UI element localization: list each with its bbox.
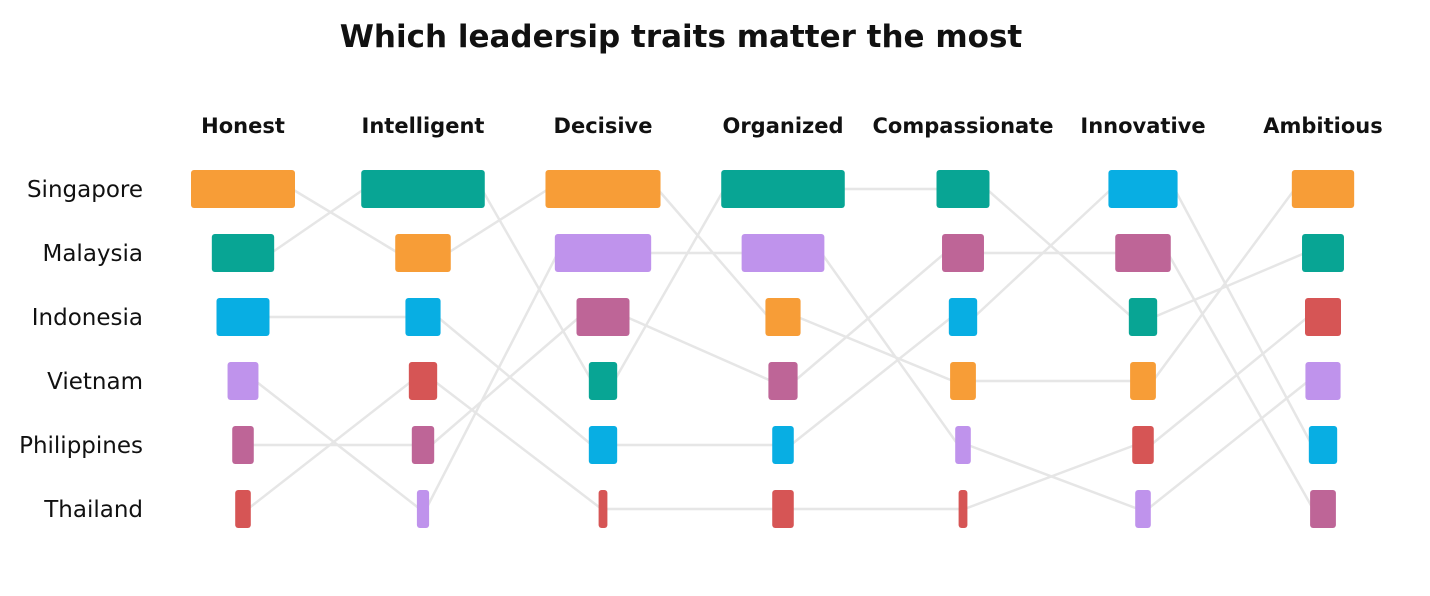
link-malaysia-innovative-to-ambitious [1151,188,1296,382]
bar-compassionate-indonesia [948,298,978,336]
bar-innovative-malaysia [1130,362,1156,400]
link-malaysia-intelligent-to-decisive [447,187,550,255]
bar-honest-thailand [235,490,251,528]
bar-honest-vietnam [227,362,259,400]
link-singapore-honest-to-intelligent [270,187,365,255]
bar-organized-malaysia [765,298,801,336]
bar-organized-indonesia [772,426,794,464]
country-label-philippines: Philippines [19,433,143,459]
bar-intelligent-philippines [411,426,435,464]
link-thailand-innovative-to-ambitious [1149,316,1309,446]
link-philippines-innovative-to-ambitious [1166,252,1315,510]
link-indonesia-intelligent-to-decisive [436,316,593,446]
bar-ambitious-vietnam [1305,362,1341,400]
bar-innovative-thailand [1132,426,1154,464]
bar-ambitious-philippines [1310,490,1336,528]
bar-compassionate-thailand [958,490,968,528]
trait-label-organized: Organized [722,114,843,138]
link-vietnam-organized-to-compassionate [820,252,960,446]
link-malaysia-organized-to-compassionate [797,315,954,383]
bar-organized-thailand [772,490,794,528]
trait-label-ambitious: Ambitious [1263,114,1382,138]
bar-decisive-vietnam [554,234,652,272]
country-label-indonesia: Indonesia [32,305,143,331]
link-thailand-intelligent-to-decisive [433,380,603,510]
bar-innovative-indonesia [1108,170,1178,208]
bar-innovative-singapore [1128,298,1158,336]
link-thailand-compassionate-to-innovative [963,443,1136,511]
trait-label-innovative: Innovative [1080,114,1205,138]
country-labels: Singapore Malaysia Indonesia Vietnam Philipp… [19,177,143,523]
bar-intelligent-malaysia [395,234,451,272]
link-vietnam-innovative-to-ambitious [1147,380,1310,510]
bar-ambitious-indonesia [1308,426,1338,464]
link-philippines-organized-to-compassionate [793,252,946,382]
trait-label-honest: Honest [201,114,285,138]
link-malaysia-honest-to-intelligent [291,187,399,255]
bar-compassionate-singapore [936,170,990,208]
bar-innovative-philippines [1115,234,1171,272]
trait-label-decisive: Decisive [554,114,653,138]
country-label-thailand: Thailand [43,497,143,523]
bar-decisive-thailand [598,490,608,528]
link-indonesia-innovative-to-ambitious [1173,188,1313,446]
country-label-singapore: Singapore [27,177,143,203]
bar-intelligent-thailand [408,362,438,400]
bar-ambitious-thailand [1305,298,1341,336]
chart-title: Which leadersip traits matter the most [340,19,1023,55]
bar-compassionate-malaysia [950,362,976,400]
bar-honest-malaysia [191,170,295,208]
link-singapore-intelligent-to-decisive [480,188,593,382]
bar-honest-indonesia [216,298,270,336]
bar-organized-singapore [721,170,845,208]
link-philippines-decisive-to-organized [625,315,772,383]
bar-honest-singapore [211,234,275,272]
bar-organized-philippines [768,362,798,400]
bar-honest-philippines [232,426,254,464]
bar-intelligent-vietnam [416,490,430,528]
bars [191,170,1355,528]
bar-decisive-malaysia [545,170,661,208]
link-indonesia-organized-to-compassionate [789,316,953,446]
trait-label-intelligent: Intelligent [362,114,485,138]
country-label-vietnam: Vietnam [47,369,143,395]
trait-label-compassionate: Compassionate [873,114,1054,138]
link-singapore-decisive-to-organized [613,188,726,382]
bar-compassionate-philippines [942,234,984,272]
link-vietnam-intelligent-to-decisive [424,252,559,510]
bar-innovative-vietnam [1135,490,1151,528]
rank-links [247,187,1315,511]
bar-intelligent-singapore [361,170,485,208]
bar-decisive-indonesia [588,426,618,464]
link-singapore-innovative-to-ambitious [1153,251,1306,319]
link-thailand-honest-to-intelligent [247,380,413,510]
bar-decisive-philippines [576,298,630,336]
bar-intelligent-indonesia [405,298,441,336]
link-philippines-intelligent-to-decisive [430,316,581,446]
bar-ambitious-malaysia [1291,170,1355,208]
bar-compassionate-vietnam [955,426,971,464]
trait-labels: Honest Intelligent Decisive Organized Compas… [201,114,1383,138]
bar-organized-vietnam [741,234,825,272]
country-label-malaysia: Malaysia [42,241,143,267]
bar-decisive-singapore [588,362,618,400]
bar-ambitious-singapore [1302,234,1344,272]
